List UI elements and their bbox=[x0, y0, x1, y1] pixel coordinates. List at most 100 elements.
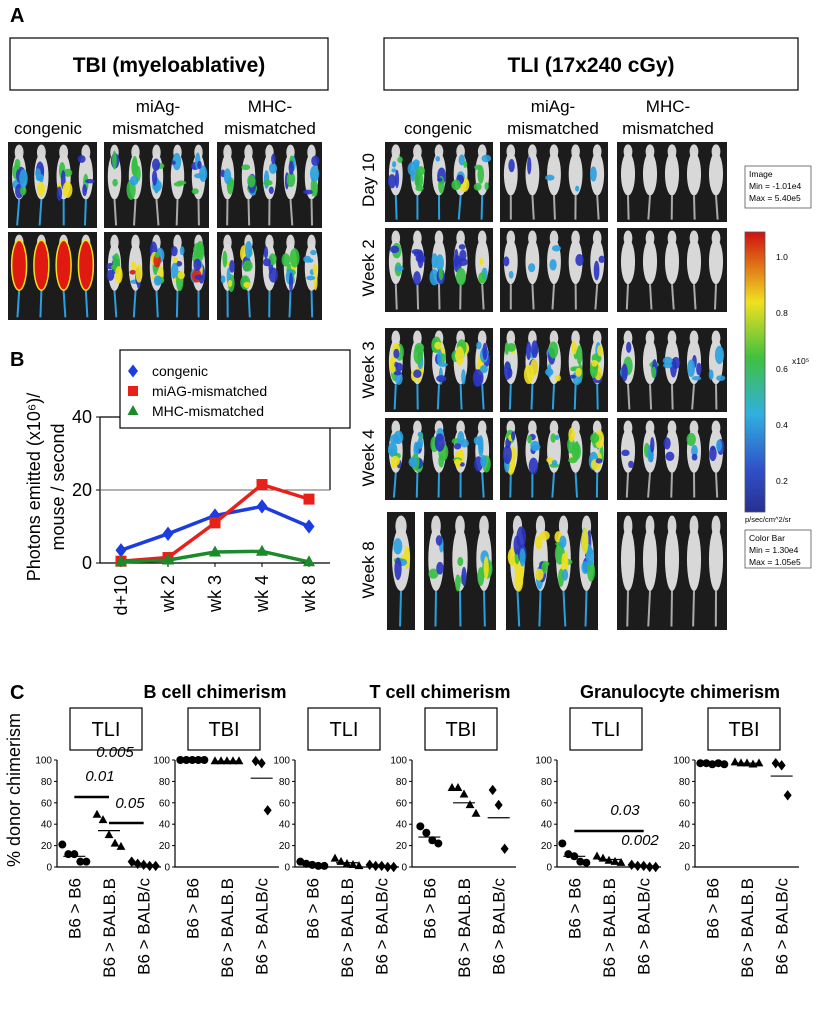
signal bbox=[455, 267, 467, 286]
signal bbox=[455, 346, 465, 366]
signal bbox=[459, 462, 465, 467]
signal bbox=[438, 362, 448, 367]
point bbox=[500, 843, 509, 855]
point bbox=[471, 808, 481, 817]
mouse-tail bbox=[399, 591, 402, 627]
signal bbox=[461, 369, 466, 385]
signal bbox=[453, 443, 462, 450]
signal bbox=[417, 437, 424, 449]
y-tick-label: 20 bbox=[279, 841, 291, 852]
legend-label: miAG-mismatched bbox=[152, 383, 267, 399]
y-tick-label: 80 bbox=[679, 777, 691, 788]
signal bbox=[663, 362, 673, 369]
y-tick-label: 40 bbox=[679, 820, 691, 831]
mouse-body bbox=[686, 527, 702, 592]
signal bbox=[242, 260, 253, 272]
y-tick-label: 20 bbox=[41, 841, 53, 852]
group-title: B cell chimerism bbox=[143, 682, 286, 702]
signal bbox=[417, 249, 424, 269]
signal bbox=[581, 527, 589, 555]
column-head: miAg- bbox=[136, 97, 180, 116]
x-tick-label: B6 > BALB.B bbox=[338, 878, 357, 978]
axis bbox=[556, 760, 661, 868]
signal bbox=[412, 159, 420, 167]
signal bbox=[106, 269, 115, 281]
signal bbox=[154, 252, 160, 259]
x-tick-label: B6 > B6 bbox=[565, 878, 584, 939]
mouse-body bbox=[664, 238, 680, 285]
mouse-body bbox=[642, 152, 658, 196]
mouse-tail bbox=[649, 284, 653, 310]
point bbox=[651, 861, 660, 873]
signal bbox=[545, 368, 554, 376]
mouse-tail bbox=[531, 284, 535, 310]
signal bbox=[438, 454, 445, 468]
signal bbox=[413, 345, 424, 365]
signal bbox=[85, 178, 95, 184]
signal bbox=[686, 432, 696, 447]
mouse-body bbox=[642, 238, 658, 285]
x-tick-label: wk 8 bbox=[299, 575, 319, 613]
label-box bbox=[707, 707, 781, 751]
signal bbox=[663, 437, 671, 450]
signal bbox=[36, 181, 45, 197]
y-tick-label: 0 bbox=[401, 863, 407, 874]
mouse-tail bbox=[647, 472, 651, 498]
mouse-tail bbox=[647, 591, 651, 627]
point bbox=[222, 756, 232, 765]
signal bbox=[507, 367, 513, 379]
signal bbox=[271, 153, 276, 165]
colorbar-tick: 0.4 bbox=[776, 420, 788, 430]
signal bbox=[587, 560, 596, 582]
signal bbox=[428, 568, 439, 579]
mouse-tail bbox=[310, 199, 314, 226]
signal bbox=[454, 458, 462, 466]
panel-label: B bbox=[10, 349, 24, 371]
mouse-body bbox=[620, 152, 636, 196]
signal bbox=[390, 455, 400, 466]
point bbox=[708, 760, 717, 769]
signal bbox=[413, 271, 421, 286]
y-tick-label: 40 bbox=[279, 820, 291, 831]
signal bbox=[410, 170, 415, 182]
point bbox=[127, 856, 136, 867]
signal bbox=[458, 244, 466, 250]
signal bbox=[571, 340, 577, 355]
signal bbox=[595, 458, 603, 464]
signal bbox=[451, 179, 461, 191]
signal bbox=[714, 345, 725, 365]
y-tick-label: 100 bbox=[390, 756, 407, 767]
point bbox=[70, 850, 79, 859]
signal bbox=[263, 246, 269, 259]
x-tick-label: B6 > BALB/c bbox=[635, 878, 654, 975]
y-tick-label: 100 bbox=[153, 756, 170, 767]
point bbox=[209, 517, 221, 529]
signal bbox=[438, 267, 444, 281]
signal bbox=[570, 366, 576, 372]
point bbox=[228, 756, 238, 765]
column-head: miAg- bbox=[531, 97, 575, 116]
mouse-tail bbox=[509, 472, 512, 498]
signal bbox=[437, 349, 443, 367]
signal bbox=[77, 155, 86, 163]
signal bbox=[173, 256, 178, 264]
mouse-tail bbox=[155, 290, 159, 318]
signal bbox=[436, 561, 444, 575]
y-tick-label: 60 bbox=[679, 798, 691, 809]
signal bbox=[286, 171, 296, 188]
signal bbox=[387, 442, 398, 457]
y-axis-label: % donor chimerism bbox=[4, 713, 24, 867]
point bbox=[736, 758, 746, 767]
axis bbox=[411, 760, 516, 868]
signal bbox=[303, 189, 313, 195]
signal bbox=[171, 160, 176, 165]
signal bbox=[220, 275, 226, 284]
mouse-tail bbox=[670, 591, 673, 627]
point bbox=[627, 859, 636, 871]
point bbox=[58, 840, 67, 849]
signal bbox=[569, 374, 577, 379]
row-label: Week 4 bbox=[359, 429, 378, 486]
mouse-tail bbox=[538, 591, 542, 627]
signal bbox=[394, 361, 399, 368]
